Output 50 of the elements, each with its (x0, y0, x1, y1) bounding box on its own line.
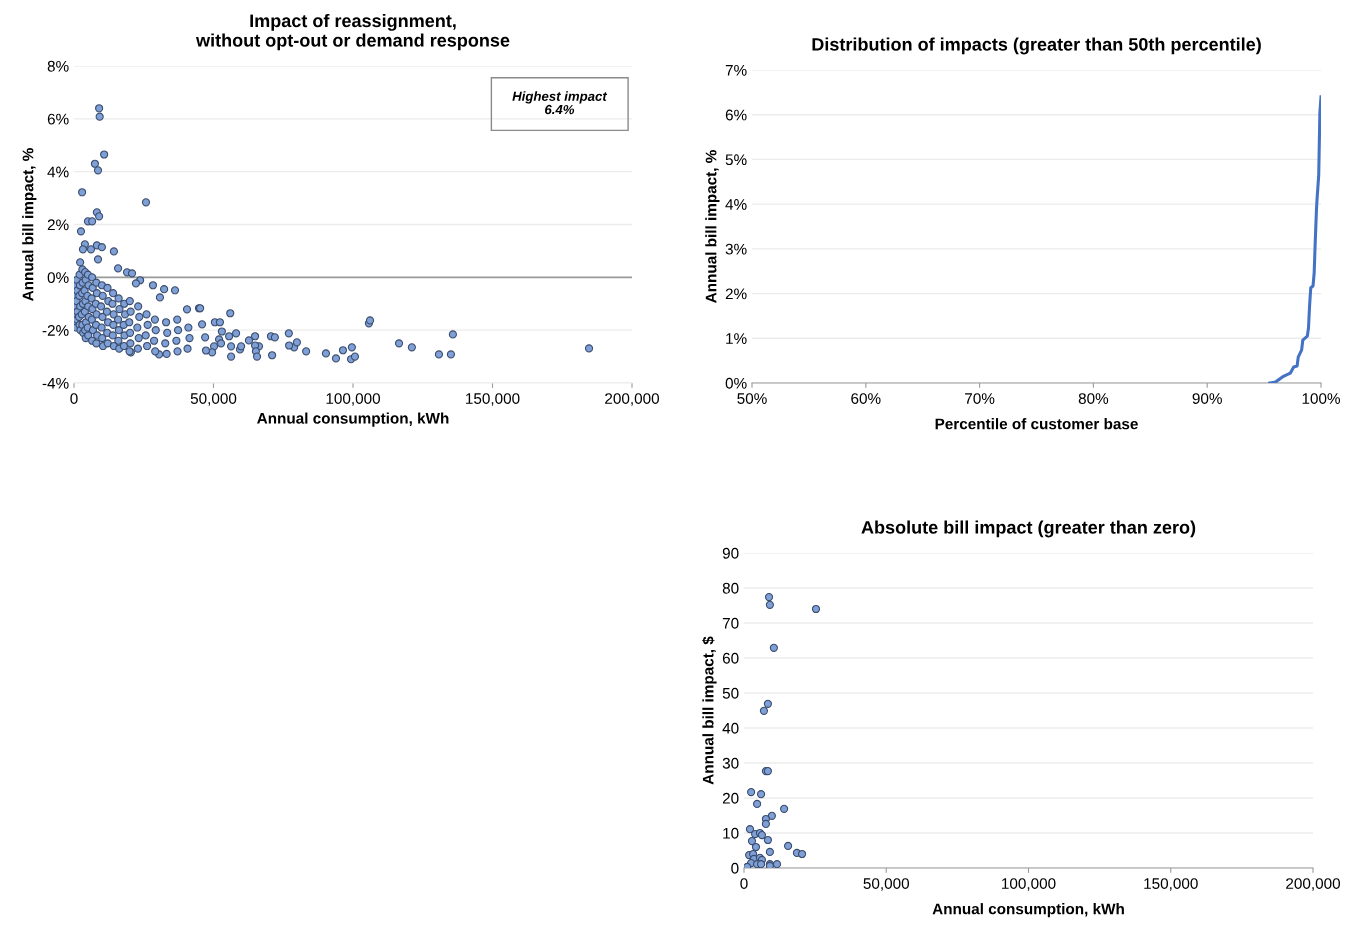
chart-title: Impact of reassignment, without opt-out or demand response (195, 13, 510, 51)
y-tick-label: 1% (726, 333, 747, 344)
x-tick-label: 100,000 (1002, 878, 1056, 891)
y-axis-title: Annual bill impact, $ (702, 636, 717, 785)
y-tick-label: 5% (725, 154, 747, 166)
y-tick-label: 60 (722, 652, 739, 664)
y-tick-label: 0% (725, 377, 747, 389)
y-tick-label: 2% (47, 219, 69, 231)
x-tick-label: 80% (1078, 393, 1109, 404)
y-tick-label: 40 (722, 722, 739, 734)
y-tick-label: 30 (722, 757, 739, 769)
x-tick-label: 70% (965, 393, 995, 404)
y-tick-label: 8% (47, 60, 69, 72)
x-tick-label: 150,000 (466, 393, 520, 406)
y-tick-label: 6% (47, 113, 69, 125)
chart-title: Distribution of impacts (greater than 50th percentile) (812, 37, 1261, 55)
y-tick-label: 20 (722, 792, 739, 804)
y-tick-label: 80 (722, 582, 739, 594)
y-tick-label: 0% (47, 272, 69, 284)
x-tick-label: 50% (737, 393, 767, 404)
x-tick-label: 100% (1302, 393, 1340, 404)
y-tick-label: 90 (722, 547, 739, 559)
y-tick-label: 4% (47, 166, 69, 178)
x-tick-label: 50,000 (863, 878, 910, 891)
y-tick-label: -4% (42, 377, 69, 389)
x-tick-label: 200,000 (1286, 878, 1341, 891)
x-tick-label: 90% (1192, 393, 1222, 404)
x-axis-title: Annual consumption, kWh (932, 903, 1124, 918)
x-tick-label: 150,000 (1144, 878, 1198, 891)
x-tick-label: 50,000 (190, 393, 237, 406)
x-axis-title: Annual consumption, kWh (257, 412, 449, 427)
x-tick-label: 0 (70, 393, 78, 404)
y-tick-label: 4% (725, 199, 747, 210)
y-axis-title: Annual bill impact, % (705, 150, 720, 303)
y-tick-label: 3% (725, 243, 747, 255)
y-axis-title: Annual bill impact, % (22, 148, 37, 301)
x-tick-label: 60% (851, 393, 881, 404)
x-tick-label: 200,000 (605, 393, 660, 406)
y-tick-label: 10 (723, 827, 739, 839)
x-tick-label: 100,000 (326, 393, 381, 406)
y-tick-label: 70 (722, 617, 739, 629)
y-tick-label: 7% (725, 64, 747, 76)
chart-title: Absolute bill impact (greater than zero) (861, 520, 1196, 538)
y-tick-label: 6% (725, 109, 747, 121)
y-tick-label: -2% (42, 325, 69, 336)
x-axis-title: Percentile of customer base (935, 418, 1138, 430)
y-tick-label: 0 (731, 862, 739, 874)
y-tick-label: 50 (722, 687, 739, 699)
y-tick-label: 2% (725, 288, 747, 300)
annotation: Highest impact 6.4% (512, 91, 608, 115)
